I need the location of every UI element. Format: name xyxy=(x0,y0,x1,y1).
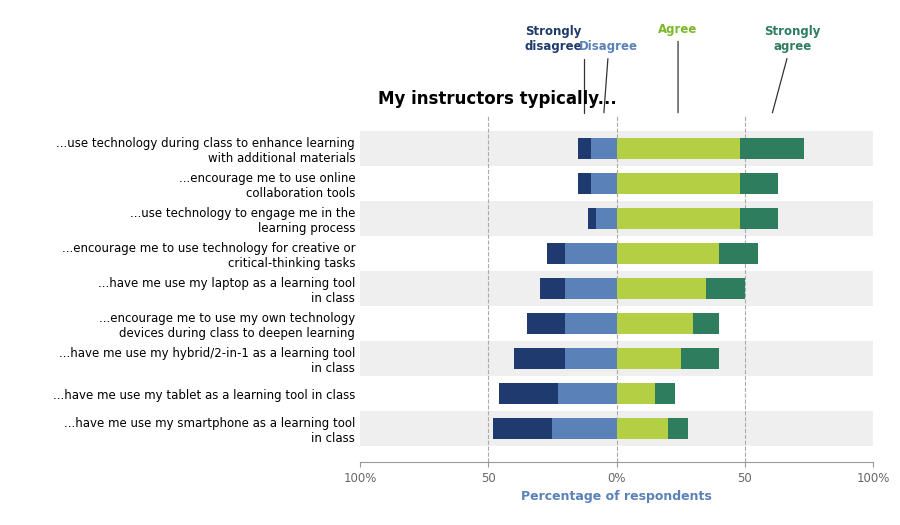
Bar xyxy=(547,243,565,264)
Text: Agree: Agree xyxy=(659,23,698,113)
Bar xyxy=(719,243,758,264)
Text: My instructors typically...: My instructors typically... xyxy=(378,90,616,108)
Bar xyxy=(493,418,553,439)
Bar xyxy=(578,173,590,194)
Text: Strongly
disagree: Strongly disagree xyxy=(525,25,584,113)
Bar xyxy=(360,166,873,201)
Bar xyxy=(616,278,706,299)
Bar xyxy=(565,243,617,264)
Bar xyxy=(616,418,668,439)
Bar xyxy=(616,348,680,369)
Bar xyxy=(590,138,616,159)
Bar xyxy=(526,313,565,334)
Bar xyxy=(616,208,740,229)
Bar xyxy=(578,138,590,159)
Bar xyxy=(565,348,617,369)
Bar xyxy=(616,383,655,404)
Text: Disagree: Disagree xyxy=(580,40,638,113)
Bar xyxy=(360,341,873,376)
Bar xyxy=(360,236,873,271)
Bar xyxy=(668,418,688,439)
Bar xyxy=(706,278,745,299)
Bar xyxy=(565,313,617,334)
Bar xyxy=(514,348,565,369)
Text: Strongly
agree: Strongly agree xyxy=(764,25,821,113)
Bar xyxy=(740,138,804,159)
Bar xyxy=(589,208,596,229)
Bar xyxy=(499,383,557,404)
Bar xyxy=(616,173,740,194)
Bar xyxy=(553,418,617,439)
Bar xyxy=(590,173,616,194)
Bar xyxy=(360,201,873,236)
Bar xyxy=(360,271,873,306)
Bar xyxy=(694,313,719,334)
Bar xyxy=(740,208,778,229)
Bar xyxy=(596,208,617,229)
Bar xyxy=(740,173,778,194)
Bar xyxy=(655,383,676,404)
Bar xyxy=(360,131,873,166)
X-axis label: Percentage of respondents: Percentage of respondents xyxy=(521,490,712,503)
Bar xyxy=(565,278,617,299)
Bar xyxy=(540,278,565,299)
Bar xyxy=(616,243,719,264)
Bar xyxy=(360,411,873,446)
Bar xyxy=(680,348,719,369)
Bar xyxy=(616,138,740,159)
Bar xyxy=(360,306,873,341)
Bar xyxy=(557,383,617,404)
Bar xyxy=(616,313,694,334)
Bar xyxy=(360,376,873,411)
